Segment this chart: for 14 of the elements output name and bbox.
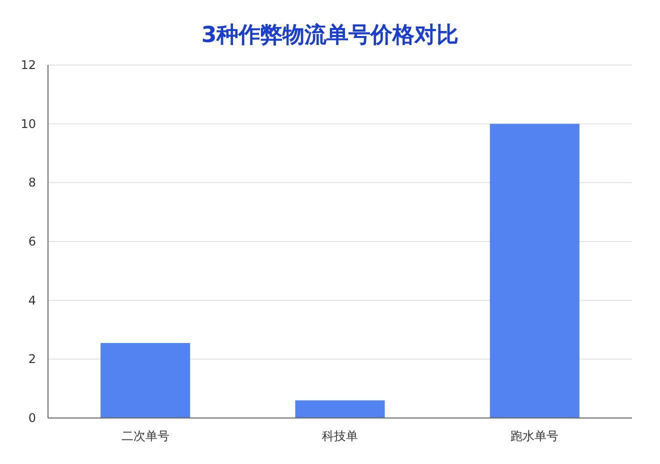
bar (100, 342, 190, 418)
bar (490, 124, 580, 418)
y-tick-label: 8 (28, 176, 36, 190)
y-tick-label: 2 (28, 352, 36, 366)
y-tick-label: 12 (20, 58, 36, 72)
y-tick-label: 10 (20, 116, 36, 131)
y-tick-label: 4 (28, 293, 36, 308)
x-tick-label: 二次单号 (121, 429, 170, 443)
chart-title: 3种作弊物流单号价格对比 (201, 22, 459, 48)
y-tick-label: 0 (28, 411, 36, 425)
y-tick-label: 6 (28, 234, 36, 248)
x-tick-label: 科技单 (322, 429, 358, 443)
bar (295, 400, 385, 418)
x-tick-label: 跑水单号 (510, 429, 559, 443)
